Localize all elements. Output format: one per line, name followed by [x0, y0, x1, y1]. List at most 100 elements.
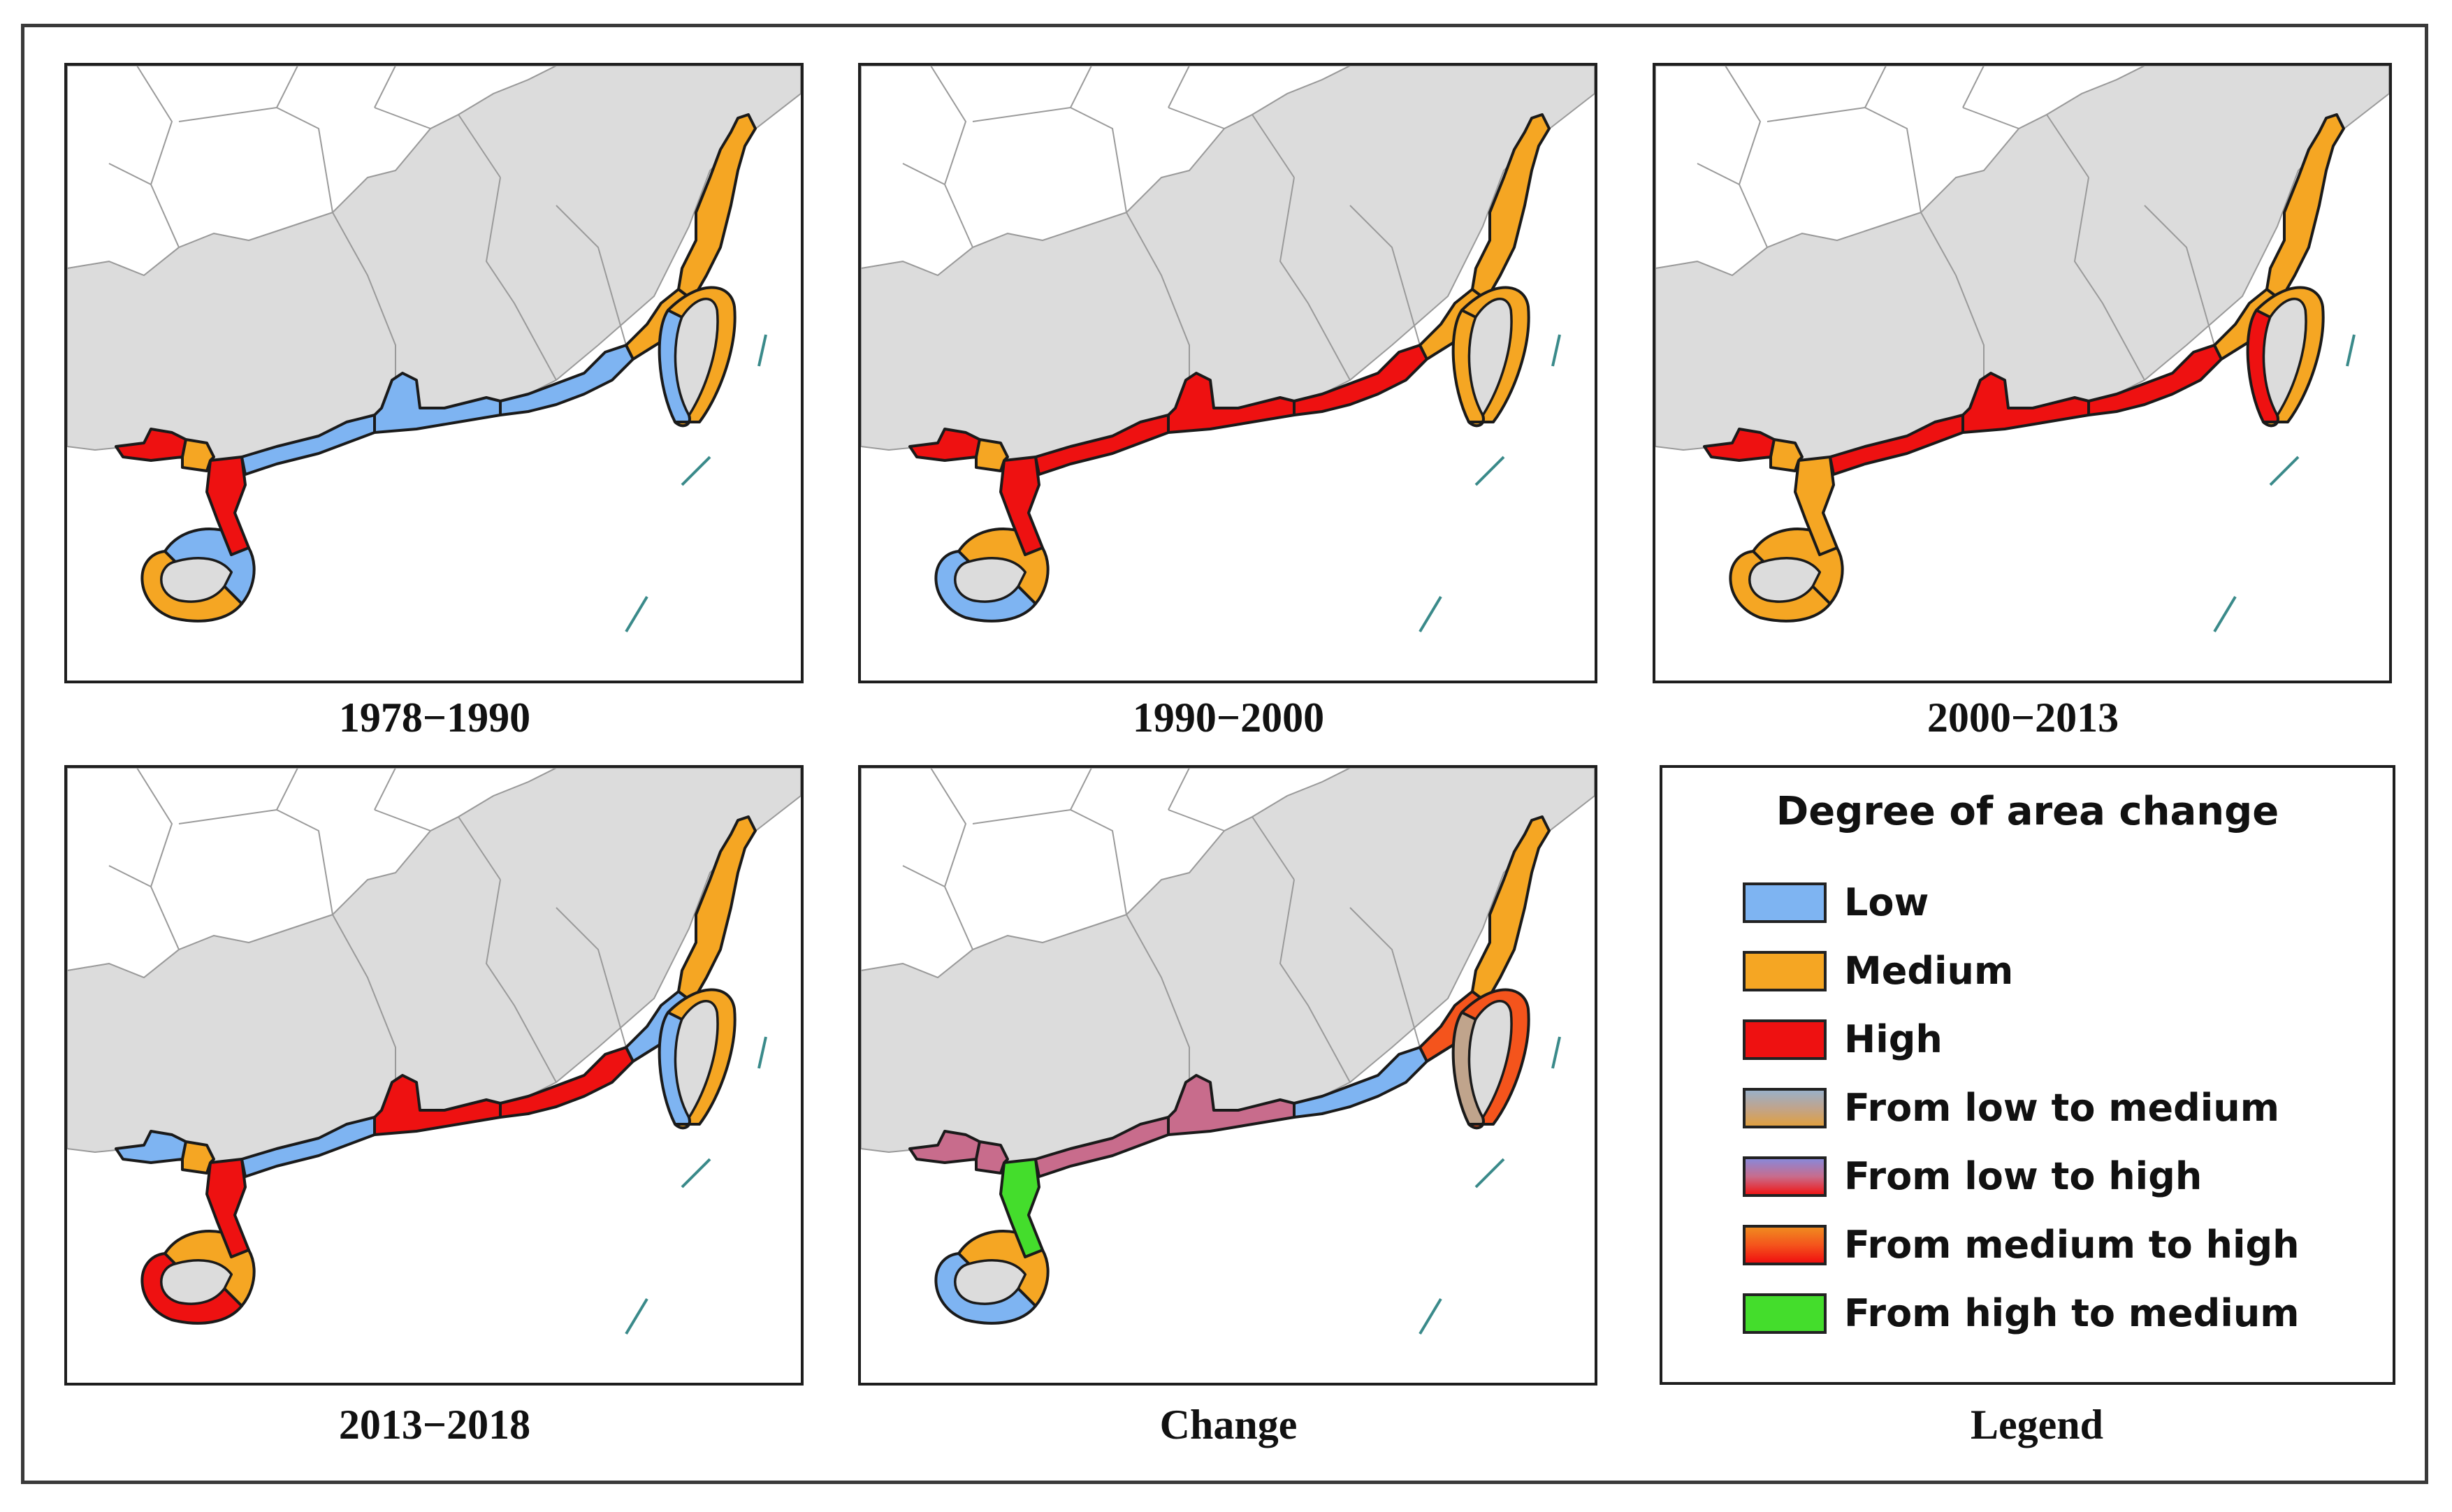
province-border — [1168, 66, 1190, 108]
legend-swatch — [1743, 1225, 1827, 1265]
coast-segment-pearl-river — [1167, 1074, 1296, 1136]
shoal-line — [757, 1036, 767, 1069]
coast-segment-pearl-river — [1961, 372, 2090, 434]
hainan-land — [160, 1259, 233, 1305]
province-border — [1349, 205, 1421, 346]
province-border — [374, 809, 431, 831]
shoal-line — [1551, 1036, 1561, 1069]
province-border — [458, 114, 501, 178]
coast-segment-guangxi-east — [181, 1140, 215, 1175]
province-border — [930, 66, 973, 248]
panel-caption: 1978−1990 — [338, 695, 531, 741]
province-border — [108, 865, 152, 887]
panel-caption: Change — [1159, 1402, 1298, 1448]
province-border — [1349, 907, 1421, 1048]
coast-segment-guangxi-east — [975, 438, 1009, 472]
legend-swatch — [1743, 882, 1827, 923]
province-border — [136, 66, 180, 248]
coast-segment-fujian-north — [2265, 113, 2345, 301]
province-border — [1725, 66, 1768, 248]
province-border — [1168, 809, 1225, 831]
taiwan-land — [1468, 1000, 1513, 1119]
province-border — [1962, 66, 1985, 108]
legend-caption: Legend — [1970, 1402, 2104, 1448]
hainan-land — [160, 557, 233, 603]
province-border — [1252, 114, 1295, 178]
shoal-line — [625, 1297, 648, 1335]
legend-label: From low to high — [1844, 1154, 2203, 1198]
province-border — [902, 163, 945, 185]
map-canvas — [861, 768, 1595, 1335]
shoal-line — [681, 456, 711, 486]
map-panel-1990-2000 — [858, 63, 1597, 683]
province-border — [276, 768, 298, 810]
legend-swatch — [1743, 951, 1827, 991]
shoal-line — [2213, 595, 2237, 633]
hainan-land — [954, 1259, 1026, 1305]
shoal-line — [1551, 334, 1561, 367]
province-border — [902, 865, 945, 887]
legend-label: From high to medium — [1844, 1291, 2300, 1335]
province-border — [556, 205, 627, 346]
province-border — [1168, 768, 1190, 810]
coast-segment-guangxi-east — [1769, 438, 1804, 472]
taiwan-land — [674, 298, 719, 417]
shoal-line — [1419, 1297, 1442, 1335]
panel-caption: 2000−2013 — [1927, 695, 2119, 741]
province-border — [458, 816, 501, 880]
province-border — [930, 768, 973, 950]
province-border — [485, 177, 557, 381]
hainan-land — [1748, 557, 1821, 603]
legend-swatch — [1743, 1156, 1827, 1197]
province-border — [1767, 106, 1922, 213]
legend-label: Medium — [1844, 949, 2014, 993]
taiwan-land — [674, 1000, 719, 1119]
legend-swatch — [1743, 1019, 1827, 1060]
map-canvas — [1655, 66, 2389, 633]
province-border — [2073, 177, 2145, 381]
province-border — [2144, 205, 2215, 346]
province-border — [972, 106, 1127, 213]
legend-label: High — [1844, 1017, 1943, 1061]
coast-segment-guangxi-east — [181, 438, 215, 472]
map-panel-1978-1990 — [64, 63, 804, 683]
legend-label: Low — [1844, 880, 1929, 924]
province-border — [1070, 66, 1092, 108]
province-border — [1279, 879, 1351, 1083]
panel-caption: 2013−2018 — [338, 1402, 531, 1448]
shoal-line — [757, 334, 767, 367]
map-panel-change — [858, 765, 1597, 1386]
province-border — [1962, 107, 2019, 129]
shoal-line — [625, 595, 648, 633]
province-border — [108, 163, 152, 185]
panel-caption: 1990−2000 — [1132, 695, 1325, 741]
map-panel-2000-2013 — [1653, 63, 2392, 683]
province-border — [374, 107, 431, 129]
coast-segment-pearl-river — [1167, 372, 1296, 434]
province-border — [1279, 177, 1351, 381]
legend-swatch — [1743, 1293, 1827, 1334]
province-border — [2046, 114, 2089, 178]
coast-segment-fujian-north — [1471, 113, 1551, 301]
province-border — [556, 907, 627, 1048]
province-border — [1070, 768, 1092, 810]
province-border — [1864, 66, 1887, 108]
legend-label: From low to medium — [1844, 1086, 2280, 1130]
province-border — [972, 808, 1127, 915]
hainan-land — [954, 557, 1026, 603]
legend-title: Degree of area change — [1776, 789, 2279, 834]
coast-segment-pearl-river — [373, 372, 502, 434]
map-canvas — [67, 66, 801, 633]
coast-segment-fujian-north — [677, 113, 757, 301]
map-canvas — [67, 768, 801, 1335]
province-border — [374, 768, 396, 810]
map-panel-2013-2018 — [64, 765, 804, 1386]
coast-segment-guangxi-east — [975, 1140, 1009, 1175]
coast-segment-fujian-north — [677, 815, 757, 1003]
map-canvas — [861, 66, 1595, 633]
legend-swatch — [1743, 1088, 1827, 1128]
legend-label: From medium to high — [1844, 1223, 2300, 1267]
shoal-line — [1474, 1158, 1505, 1188]
province-border — [1168, 107, 1225, 129]
coast-segment-fujian-north — [1471, 815, 1551, 1003]
